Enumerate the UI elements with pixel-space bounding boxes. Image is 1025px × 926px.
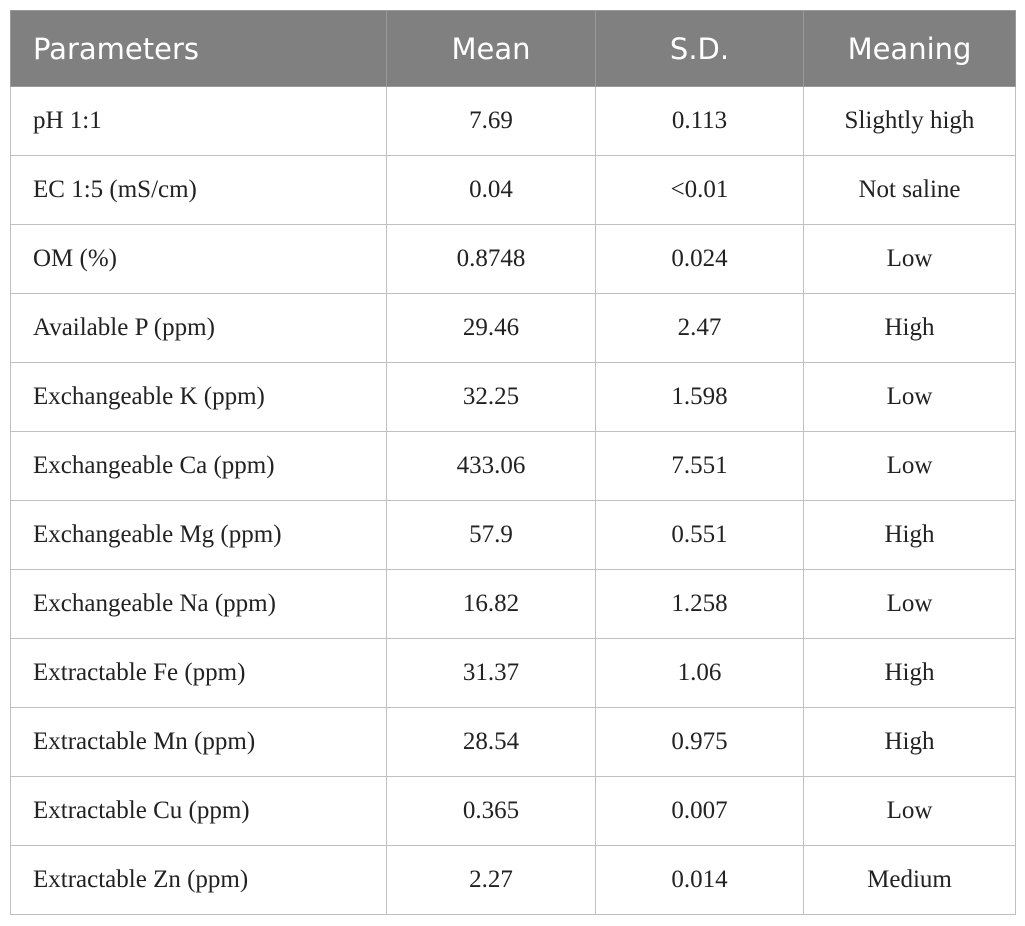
- table-header: Parameters Mean S.D. Meaning: [10, 10, 1016, 87]
- table-cell: Exchangeable Na (ppm): [10, 569, 387, 639]
- table-row: Exchangeable Mg (ppm) 57.9 0.551 High: [10, 500, 1016, 570]
- table-cell: 57.9: [386, 500, 596, 570]
- table-row: Exchangeable Na (ppm) 16.82 1.258 Low: [10, 569, 1016, 639]
- table-cell: 7.69: [386, 86, 596, 156]
- table-cell: Low: [803, 224, 1016, 294]
- table-cell: Extractable Fe (ppm): [10, 638, 387, 708]
- table-cell: 31.37: [386, 638, 596, 708]
- table-cell: 0.365: [386, 776, 596, 846]
- table-cell: 0.8748: [386, 224, 596, 294]
- header-cell: Mean: [386, 10, 596, 87]
- table-row: EC 1:5 (mS/cm) 0.04 <0.01 Not saline: [10, 155, 1016, 225]
- table-cell: EC 1:5 (mS/cm): [10, 155, 387, 225]
- table-row: pH 1:1 7.69 0.113 Slightly high: [10, 86, 1016, 156]
- table-row: Extractable Zn (ppm) 2.27 0.014 Medium: [10, 845, 1016, 915]
- table-row: Extractable Cu (ppm) 0.365 0.007 Low: [10, 776, 1016, 846]
- table-cell: 16.82: [386, 569, 596, 639]
- table-cell: Exchangeable K (ppm): [10, 362, 387, 432]
- table-cell: 0.551: [595, 500, 804, 570]
- table-row: Exchangeable K (ppm) 32.25 1.598 Low: [10, 362, 1016, 432]
- table-cell: Low: [803, 569, 1016, 639]
- table-cell: Low: [803, 776, 1016, 846]
- table-cell: 1.598: [595, 362, 804, 432]
- table-cell: 1.258: [595, 569, 804, 639]
- table-cell: Medium: [803, 845, 1016, 915]
- table-cell: OM (%): [10, 224, 387, 294]
- table-cell: Low: [803, 431, 1016, 501]
- table-cell: 0.007: [595, 776, 804, 846]
- table-cell: 32.25: [386, 362, 596, 432]
- table-row: OM (%) 0.8748 0.024 Low: [10, 224, 1016, 294]
- header-row: Parameters Mean S.D. Meaning: [10, 10, 1016, 87]
- table-cell: Not saline: [803, 155, 1016, 225]
- table-cell: 2.47: [595, 293, 804, 363]
- table-row: Extractable Fe (ppm) 31.37 1.06 High: [10, 638, 1016, 708]
- table-cell: 7.551: [595, 431, 804, 501]
- table-cell: 0.014: [595, 845, 804, 915]
- table-cell: Slightly high: [803, 86, 1016, 156]
- table-cell: 0.04: [386, 155, 596, 225]
- table-cell: 1.06: [595, 638, 804, 708]
- table-cell: Low: [803, 362, 1016, 432]
- table-cell: Extractable Cu (ppm): [10, 776, 387, 846]
- table-cell: Exchangeable Ca (ppm): [10, 431, 387, 501]
- table-cell: 29.46: [386, 293, 596, 363]
- table-body: pH 1:1 7.69 0.113 Slightly high EC 1:5 (mS/c…: [10, 86, 1016, 915]
- table-cell: Exchangeable Mg (ppm): [10, 500, 387, 570]
- table-cell: High: [803, 500, 1016, 570]
- table-cell: <0.01: [595, 155, 804, 225]
- table-cell: 0.975: [595, 707, 804, 777]
- table-cell: Extractable Mn (ppm): [10, 707, 387, 777]
- table-cell: 2.27: [386, 845, 596, 915]
- table-cell: 28.54: [386, 707, 596, 777]
- table-cell: High: [803, 638, 1016, 708]
- table-cell: Extractable Zn (ppm): [10, 845, 387, 915]
- table-row: Available P (ppm) 29.46 2.47 High: [10, 293, 1016, 363]
- table-row: Extractable Mn (ppm) 28.54 0.975 High: [10, 707, 1016, 777]
- table-cell: Available P (ppm): [10, 293, 387, 363]
- table-cell: pH 1:1: [10, 86, 387, 156]
- header-cell: S.D.: [595, 10, 804, 87]
- table-cell: High: [803, 293, 1016, 363]
- header-cell: Meaning: [803, 10, 1016, 87]
- header-cell: Parameters: [10, 10, 387, 87]
- table-cell: 0.024: [595, 224, 804, 294]
- table-cell: 0.113: [595, 86, 804, 156]
- table-row: Exchangeable Ca (ppm) 433.06 7.551 Low: [10, 431, 1016, 501]
- table-cell: High: [803, 707, 1016, 777]
- table-cell: 433.06: [386, 431, 596, 501]
- data-table: Parameters Mean S.D. Meaning pH 1:1 7.69 0.11…: [10, 10, 1016, 915]
